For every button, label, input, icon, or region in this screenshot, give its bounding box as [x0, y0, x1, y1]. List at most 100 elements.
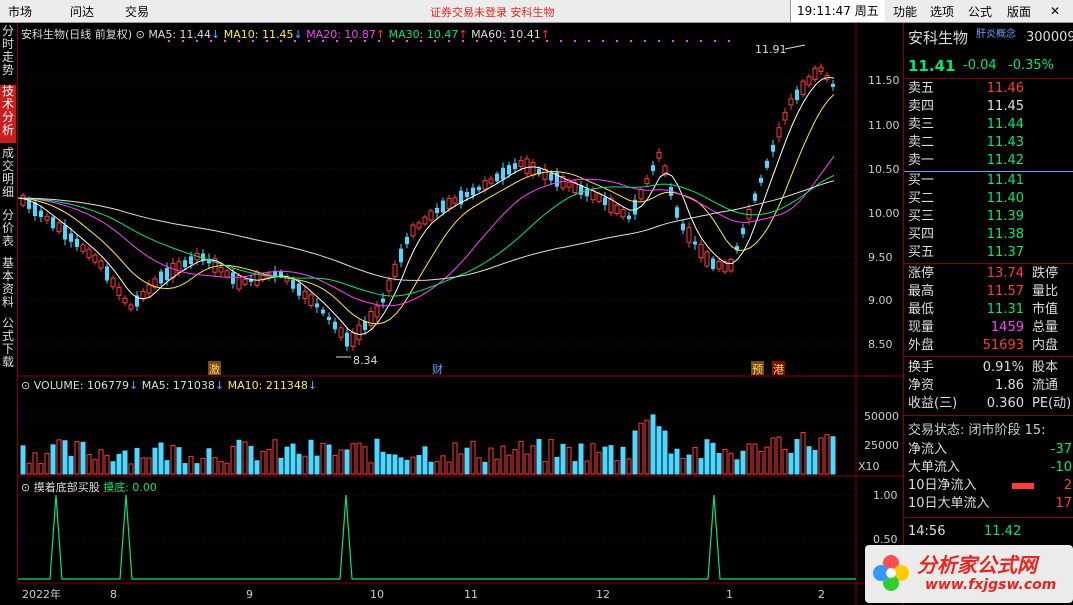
ytick-1100: 11.00: [868, 119, 900, 132]
ind-tick-1: 1.00: [873, 489, 898, 502]
volume-bars: [20, 414, 836, 475]
fin-row: 换手 0.91% 股本: [908, 360, 1059, 375]
stat-row: 最低 11.31 市值: [908, 302, 1059, 317]
flow-row: 净流入 -37: [908, 442, 1072, 457]
tab-price-table[interactable]: 分价表: [1, 208, 14, 248]
ma30-label: MA30: 10.47: [388, 28, 459, 41]
price-change-pct: -0.35%: [1008, 58, 1054, 73]
event-marker-gang[interactable]: 港: [773, 363, 784, 376]
indicator-value: 摸底: 0.00: [103, 481, 157, 494]
chart-canvas[interactable]: 11.50 11.00 10.50 10.00 9.50 9.00 8.50 5…: [18, 23, 903, 605]
vol-ma10-label: MA10: 211348: [227, 379, 308, 392]
kline-header: 安科生物(日线 前复权) ⊙ MA5: 11.44↓ MA10: 11.45↓ …: [21, 28, 550, 41]
stat-row: 最高 11.57 量比: [908, 284, 1059, 299]
stock-name: 安科生物: [908, 29, 969, 47]
xaxis-12: 12: [596, 588, 610, 601]
ask-row: 卖二 11.43: [908, 135, 1024, 150]
flower-icon: [871, 553, 911, 593]
ask-row: 卖一 11.42: [908, 153, 1024, 168]
ind-tick-05: 0.50: [873, 533, 898, 546]
stat-row: 涨停 13.74 跌停: [908, 266, 1059, 281]
stat-row: 外盘 51693 内盘: [908, 338, 1059, 353]
fin-row: 收益(三) 0.360 PE(动): [908, 396, 1072, 411]
high-label: 11.91: [755, 43, 787, 56]
ma10-label: MA10: 11.45: [223, 28, 294, 41]
tab-formula-download[interactable]: 公式下载: [1, 316, 14, 369]
event-marker-yu[interactable]: 预: [752, 363, 763, 376]
tab-intraday[interactable]: 分时走势: [1, 24, 14, 77]
menu-formula[interactable]: 公式: [968, 5, 993, 19]
ytick-900: 9.00: [868, 294, 893, 307]
settings-icon[interactable]: ⊙: [21, 481, 31, 494]
flow-row: 10日净流入 2: [908, 478, 1072, 493]
ytick-1050: 10.50: [868, 163, 900, 176]
event-marker-cai[interactable]: 财: [432, 362, 443, 376]
close-icon[interactable]: ✕: [1049, 4, 1061, 18]
volume-header: ⊙ VOLUME: 106779↓ MA5: 171038↓ MA10: 211…: [21, 379, 318, 392]
menu-trade[interactable]: 交易: [125, 5, 150, 19]
settings-icon[interactable]: ⊙: [21, 379, 31, 392]
kline-candles: [20, 63, 835, 352]
ask-row: 卖三 11.44: [908, 117, 1024, 132]
xaxis-1: 1: [726, 588, 733, 601]
menu-market[interactable]: 市场: [8, 5, 33, 19]
fin-row: 净资 1.86 流通: [908, 378, 1059, 393]
ma20-label: MA20: 10.87: [306, 28, 376, 41]
watermark-text: 分析家公式网: [917, 553, 1037, 577]
flow-row: 10日大单流入 17: [908, 496, 1072, 511]
xaxis-2022: 2022年: [22, 587, 61, 601]
settings-icon[interactable]: ⊙: [135, 28, 145, 41]
menu-layout[interactable]: 版面: [1007, 5, 1032, 19]
ask-row: 卖四 11.45: [908, 99, 1024, 114]
price-change: -0.04: [963, 58, 997, 73]
quote-panel: 安科生物 肝炎概念 300009 11.41 -0.04 -0.35% 卖五 11…: [903, 23, 1073, 605]
login-notice[interactable]: 证券交易未登录 安科生物: [430, 6, 555, 19]
bid-row: 买四 11.38: [908, 227, 1024, 242]
ytick-850: 8.50: [868, 338, 893, 351]
vol-unit: X10: [858, 460, 880, 473]
menu-function[interactable]: 功能: [893, 5, 918, 19]
bid-row: 买五 11.37: [908, 245, 1024, 260]
tab-technical[interactable]: 技术分析: [0, 85, 16, 143]
ytick-1150: 11.50: [868, 74, 900, 87]
xaxis-8: 8: [110, 588, 117, 601]
kline-title: 安科生物(日线 前复权): [21, 28, 133, 41]
indicator-name: 摸着底部买股: [33, 481, 100, 494]
ma60-label: MA60: 10.41: [471, 28, 541, 41]
xaxis-9: 9: [246, 588, 253, 601]
tab-profile[interactable]: 基本资料: [1, 256, 14, 309]
watermark-url: www.fxjgsw.com: [925, 577, 1057, 593]
indicator-line: [18, 494, 856, 580]
stock-code: 300009: [1026, 30, 1073, 45]
bid-row: 买二 11.40: [908, 191, 1024, 206]
top-menu-bar: 市场 问达 交易 证券交易未登录 安科生物 19:11:47 周五 功能 选项 …: [0, 0, 1073, 23]
tick-row: 14:56 11.42: [908, 524, 1022, 539]
kline-ma-lines: [18, 76, 835, 336]
event-marker-ji[interactable]: 激: [209, 362, 220, 376]
menu-options[interactable]: 选项: [930, 5, 955, 19]
bid-row: 买三 11.39: [908, 209, 1024, 224]
ask-row: 卖五 11.46: [908, 81, 1024, 96]
low-label: 8.34: [353, 354, 378, 367]
xaxis-11: 11: [464, 588, 478, 601]
ma5-label: MA5: 11.44: [148, 28, 212, 41]
vol-tick-25000: 25000: [864, 439, 899, 452]
flow-row: 大单流入 -10: [908, 460, 1072, 475]
watermark-logo: 分析家公式网 www.fxjgsw.com: [865, 545, 1073, 603]
clock: 19:11:47 周五: [790, 0, 885, 22]
vol-ma5-label: MA5: 171038: [141, 379, 215, 392]
bid-row: 买一 11.41: [908, 173, 1024, 188]
trade-status: 交易状态: 闭市阶段 15:: [908, 423, 1046, 438]
tab-trades[interactable]: 成交明细: [1, 146, 14, 199]
menu-wenda[interactable]: 问达: [70, 5, 95, 19]
kline-grid: [18, 40, 856, 540]
left-tab-bar: 分时走势 技术分析 成交明细 分价表 基本资料 公式下载: [0, 23, 18, 583]
xaxis-10: 10: [370, 588, 384, 601]
xaxis-2: 2: [818, 588, 825, 601]
concept-tag[interactable]: 肝炎概念: [976, 29, 1016, 40]
ytick-950: 9.50: [868, 251, 893, 264]
volume-label: VOLUME: 106779: [33, 379, 129, 392]
ytick-1000: 10.00: [868, 207, 900, 220]
indicator-header: ⊙ 摸着底部买股 摸底: 0.00: [21, 479, 157, 495]
vol-tick-50000: 50000: [864, 410, 899, 423]
